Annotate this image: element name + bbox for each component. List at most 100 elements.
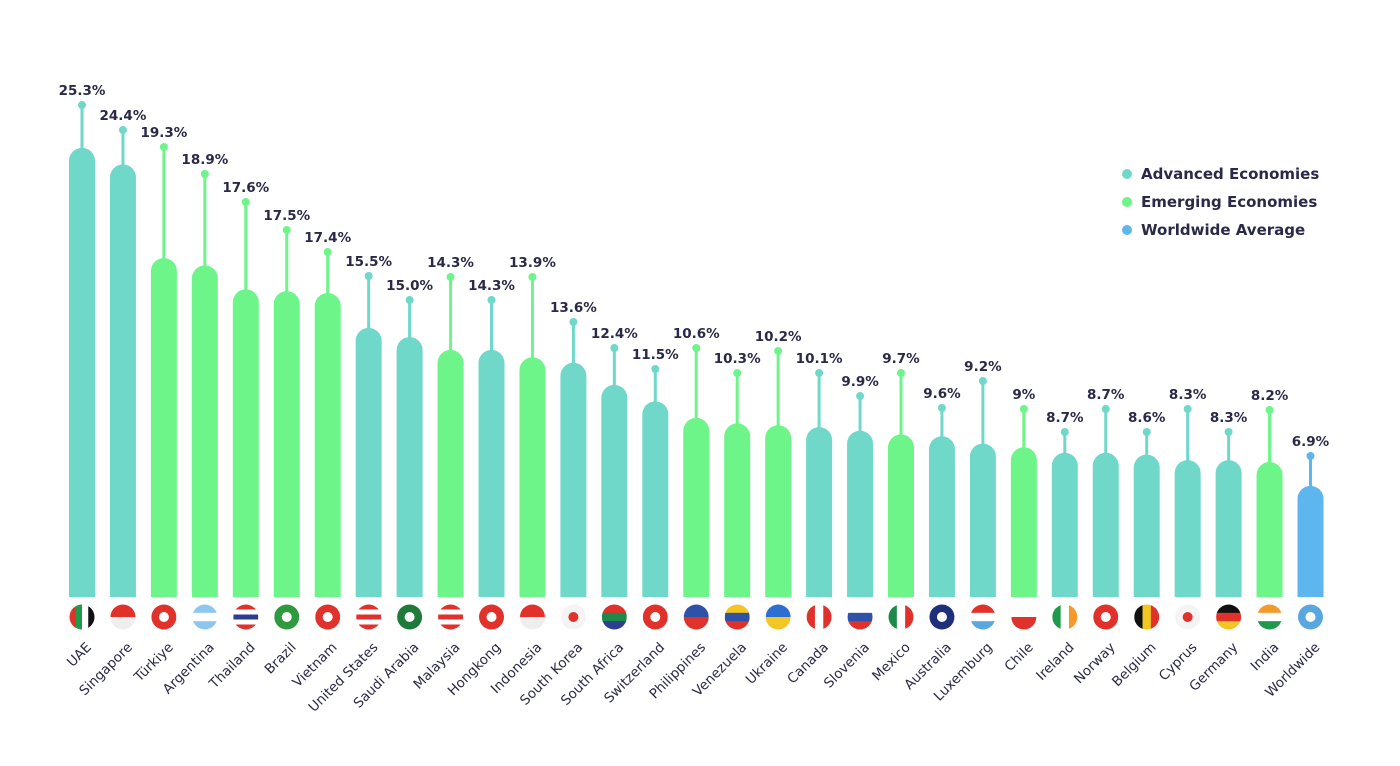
data-label: 8.6% [1128,410,1166,426]
legend-swatch [1122,225,1132,235]
bar[interactable] [1133,454,1160,597]
leader-dot [282,226,291,234]
bar[interactable] [273,291,300,597]
data-label: 24.4% [100,108,147,124]
leader-dot [1265,406,1274,414]
leader-dot [200,170,209,178]
data-label: 10.1% [796,351,843,367]
leader-dot [897,369,905,377]
bar[interactable] [191,265,218,597]
legend-item-worldwide[interactable]: Worldwide Average [1122,216,1319,244]
flag-india-icon [1257,604,1283,630]
leader-dot [1183,405,1192,413]
bar[interactable] [109,164,136,597]
category-label: UAE [64,640,95,671]
bar[interactable] [355,327,382,597]
bar[interactable] [806,427,833,597]
bar[interactable] [232,289,259,597]
data-label: 9.2% [964,359,1002,375]
bar[interactable] [519,357,546,597]
flag-chile-icon [1011,604,1037,630]
bar[interactable] [765,425,792,597]
legend-label: Advanced Economies [1141,165,1320,183]
data-label: 13.9% [509,255,556,271]
flag-south-africa-icon [601,604,627,630]
bar[interactable] [1174,460,1201,597]
data-label: 6.9% [1292,434,1330,450]
bar[interactable] [1215,460,1242,597]
data-label: 8.7% [1046,410,1084,426]
category-label: Chile [1001,640,1036,675]
legend-item-emerging[interactable]: Emerging Economies [1122,188,1319,216]
leader-dot [610,344,619,352]
leader-dot [733,369,742,377]
data-label: 9% [1012,387,1035,403]
leader-dot [1306,452,1315,460]
category-label: India [1248,640,1283,675]
flag-t-rkiye-icon [151,604,177,630]
bar[interactable] [478,349,505,597]
leader-dot [364,272,373,280]
flag-indonesia-icon [519,604,545,630]
bar[interactable] [888,434,914,597]
bar[interactable] [1297,485,1324,597]
leader-dot [937,404,946,412]
data-label: 18.9% [181,152,228,168]
flag-argentina-icon [192,604,218,630]
data-label: 13.6% [550,300,597,316]
bar[interactable] [724,423,751,597]
bar[interactable] [69,147,95,597]
bar[interactable] [847,430,874,597]
flag-thailand-icon [233,604,259,630]
bar[interactable] [969,443,996,597]
bar[interactable] [928,436,955,597]
leader-dot [487,296,496,304]
legend: Advanced Economies Emerging Economies Wo… [1122,160,1319,244]
bar[interactable] [642,401,669,597]
leader-dot [856,392,865,400]
flag-switzerland-icon [642,604,668,630]
flag-worldwide-icon [1298,604,1323,630]
flag-germany-icon [1216,604,1242,630]
leader-dot [569,318,578,326]
flag-cyprus-icon [1175,604,1201,630]
bar[interactable] [1010,447,1037,597]
bar[interactable] [314,292,341,597]
bar[interactable] [437,349,464,597]
leader-dot [323,248,332,256]
data-label: 8.2% [1251,388,1289,404]
bar[interactable] [1256,461,1283,597]
bar[interactable] [1092,452,1119,597]
legend-item-advanced[interactable]: Advanced Economies [1122,160,1319,188]
category-label: Ukraine [743,640,791,688]
category-label: Brazil [262,640,300,678]
flag-saudi-arabia-icon [397,604,423,630]
data-label: 17.6% [222,180,269,196]
flag-australia-icon [929,604,955,630]
flag-hongkong-icon [479,604,504,630]
leader-dot [1019,405,1028,413]
flag-canada-icon [806,604,832,630]
bar[interactable] [683,417,710,597]
bar[interactable] [560,362,587,597]
leader-dot [1224,428,1233,436]
flag-brazil-icon [274,604,300,630]
leader-dot [692,344,701,352]
bar[interactable] [1051,452,1078,597]
leader-dot [528,273,537,281]
data-label: 15.0% [386,278,433,294]
bar[interactable] [601,384,628,597]
flag-south-korea-icon [560,604,586,630]
bar[interactable] [396,337,423,597]
data-label: 10.6% [673,326,720,342]
leader-dot [405,296,414,304]
data-label: 15.5% [345,254,392,270]
leader-dot [78,101,86,109]
flag-uae-icon [69,604,95,630]
leader-dot [446,273,455,281]
bar[interactable] [150,258,177,597]
flag-belgium-icon [1134,604,1160,630]
leader-dot [118,126,127,134]
leader-dot [241,198,250,206]
